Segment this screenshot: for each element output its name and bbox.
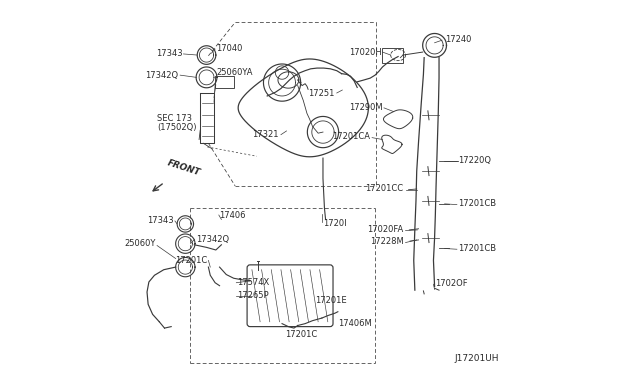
Text: 1702OF: 1702OF (435, 279, 468, 288)
Text: 17240: 17240 (445, 35, 471, 44)
Text: 1720I: 1720I (323, 219, 347, 228)
Text: 17201CA: 17201CA (332, 132, 370, 141)
Text: 17406M: 17406M (338, 319, 372, 328)
Text: 17020FA: 17020FA (367, 225, 404, 234)
Text: 17201CB: 17201CB (458, 199, 497, 208)
Text: 17020H: 17020H (349, 48, 381, 57)
Text: 17220Q: 17220Q (458, 156, 492, 165)
Text: 17574X: 17574X (237, 278, 269, 287)
Text: 17201E: 17201E (316, 296, 347, 305)
Text: 17342Q: 17342Q (145, 71, 178, 80)
Bar (215, 76, 234, 88)
Text: 17290M: 17290M (349, 103, 383, 112)
Bar (383, 48, 403, 63)
Text: 17343: 17343 (147, 216, 173, 225)
Text: 17201CC: 17201CC (365, 185, 404, 193)
Text: 17251: 17251 (308, 89, 335, 97)
Text: 17321: 17321 (253, 130, 279, 139)
Text: 17343: 17343 (156, 49, 182, 58)
Text: 17342Q: 17342Q (196, 235, 229, 244)
Text: 17201C: 17201C (175, 256, 207, 265)
Text: 17406: 17406 (220, 211, 246, 219)
Text: J17201UH: J17201UH (454, 354, 499, 363)
Text: 17201C: 17201C (285, 330, 317, 339)
Text: (17502Q): (17502Q) (157, 123, 196, 132)
Text: SEC 173: SEC 173 (157, 114, 192, 123)
Text: 17265P: 17265P (237, 291, 269, 300)
Text: 25060YA: 25060YA (216, 68, 253, 77)
Text: 25060Y: 25060Y (124, 239, 156, 248)
Text: 17040: 17040 (216, 44, 242, 53)
Text: 17228M: 17228M (370, 237, 404, 246)
Text: 17201CB: 17201CB (458, 244, 497, 253)
Text: FRONT: FRONT (166, 159, 202, 178)
